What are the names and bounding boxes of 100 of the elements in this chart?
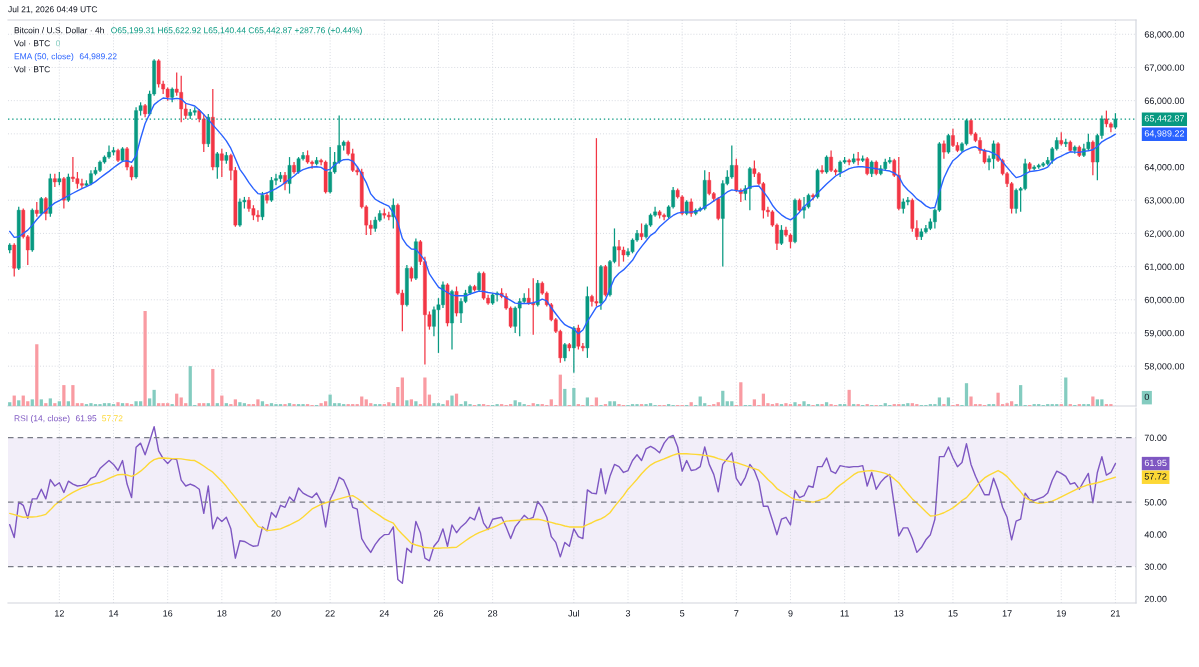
x-tick-label: 14 [109, 610, 119, 617]
y-tick-label: 40.00 [1144, 531, 1167, 538]
bar [572, 387, 576, 406]
x-tick-label: 24 [379, 610, 390, 617]
candlestick [820, 164, 824, 175]
bar [30, 399, 34, 406]
x-tick-label: 22 [325, 610, 335, 617]
bar [463, 401, 468, 406]
bar [188, 366, 192, 406]
annotation: Vol · BTC [14, 66, 50, 73]
bar [175, 393, 179, 406]
bar [387, 402, 391, 406]
bar [969, 396, 973, 406]
bar [337, 403, 341, 406]
text: 64,989.22 [1144, 130, 1185, 138]
bar [17, 400, 21, 406]
bar [369, 403, 373, 406]
bar [937, 397, 942, 406]
bar [730, 401, 734, 406]
bar [256, 399, 260, 406]
bar [57, 401, 61, 406]
x-tick-label: 3 [625, 610, 631, 617]
x-tick-label: 28 [488, 610, 498, 617]
bar [242, 403, 247, 406]
candlestick [12, 242, 17, 278]
candlestick [1091, 139, 1095, 176]
y-tick-label: 58,000.00 [1144, 363, 1185, 371]
x-tick-label: 26 [433, 610, 444, 617]
y-tick-label: 20.00 [1144, 595, 1167, 603]
y-tick-label: 60,000.00 [1144, 296, 1185, 305]
x-tick-label: 13 [894, 610, 904, 617]
x-tick-label: 5 [680, 610, 685, 617]
bar [8, 402, 12, 406]
x-tick-label: Jul [568, 609, 580, 617]
bar [400, 377, 404, 406]
bar [518, 402, 522, 406]
candlestick [477, 270, 481, 293]
bar [1005, 403, 1009, 406]
x-tick-label: 9 [788, 610, 793, 617]
x-tick-label: 11 [840, 610, 849, 617]
text: Bitcoin / U.S. Dollar · 4h [14, 27, 104, 34]
candlestick [215, 151, 220, 180]
bar [89, 403, 93, 406]
annotation: O65,199.31 H65,622.92 L65,140.44 C65,442.87 +287.76 (+0.44%) [111, 27, 362, 35]
bar [585, 397, 590, 406]
bar [946, 397, 951, 406]
candlestick [260, 191, 265, 221]
bar [847, 389, 851, 406]
bar [558, 374, 562, 406]
bar [319, 403, 323, 406]
text: 0 [1144, 393, 1149, 401]
bar [454, 393, 459, 406]
text: 61.95 [1144, 459, 1167, 467]
x-tick-label: 15 [948, 610, 958, 617]
bar [824, 402, 829, 406]
bar [761, 393, 766, 406]
bar [409, 399, 413, 406]
bar [1009, 401, 1014, 406]
text: EMA (50, close) [14, 53, 74, 61]
x-tick-label: 7 [734, 610, 739, 617]
bar [66, 401, 71, 406]
bar [224, 403, 228, 406]
bar [689, 402, 693, 406]
bar [612, 401, 617, 406]
bar [62, 385, 66, 406]
candlestick [66, 173, 71, 203]
bar [450, 395, 454, 406]
bar [648, 403, 653, 406]
x-tick-label: 12 [55, 610, 64, 617]
y-tick-label: 63,000.00 [1144, 197, 1185, 205]
candlestick [287, 156, 292, 195]
bar [148, 398, 152, 406]
bar [423, 377, 427, 406]
candlestick [991, 139, 996, 170]
annotation: 57.72 [102, 415, 123, 422]
bar [269, 403, 274, 406]
bar [179, 397, 183, 406]
bar [80, 403, 84, 406]
bar [125, 403, 129, 406]
bar [531, 403, 535, 406]
bar [910, 403, 914, 406]
bar [202, 403, 206, 406]
bar [608, 401, 612, 406]
bar [964, 383, 969, 406]
y-tick-label: 61,000.00 [1144, 263, 1185, 272]
bar [116, 402, 120, 406]
bar [432, 403, 436, 406]
candlestick [513, 305, 518, 334]
bar [260, 401, 265, 406]
bar [138, 401, 143, 406]
bar [391, 403, 395, 406]
candlestick [824, 154, 829, 175]
bar [39, 399, 43, 406]
bar [238, 402, 242, 406]
bar [157, 403, 161, 406]
line-series [9, 453, 1117, 549]
y-tick-label: 50.00 [1144, 499, 1167, 506]
bar [549, 399, 553, 406]
candlestick [517, 297, 522, 337]
x-tick-label: 16 [163, 610, 173, 617]
